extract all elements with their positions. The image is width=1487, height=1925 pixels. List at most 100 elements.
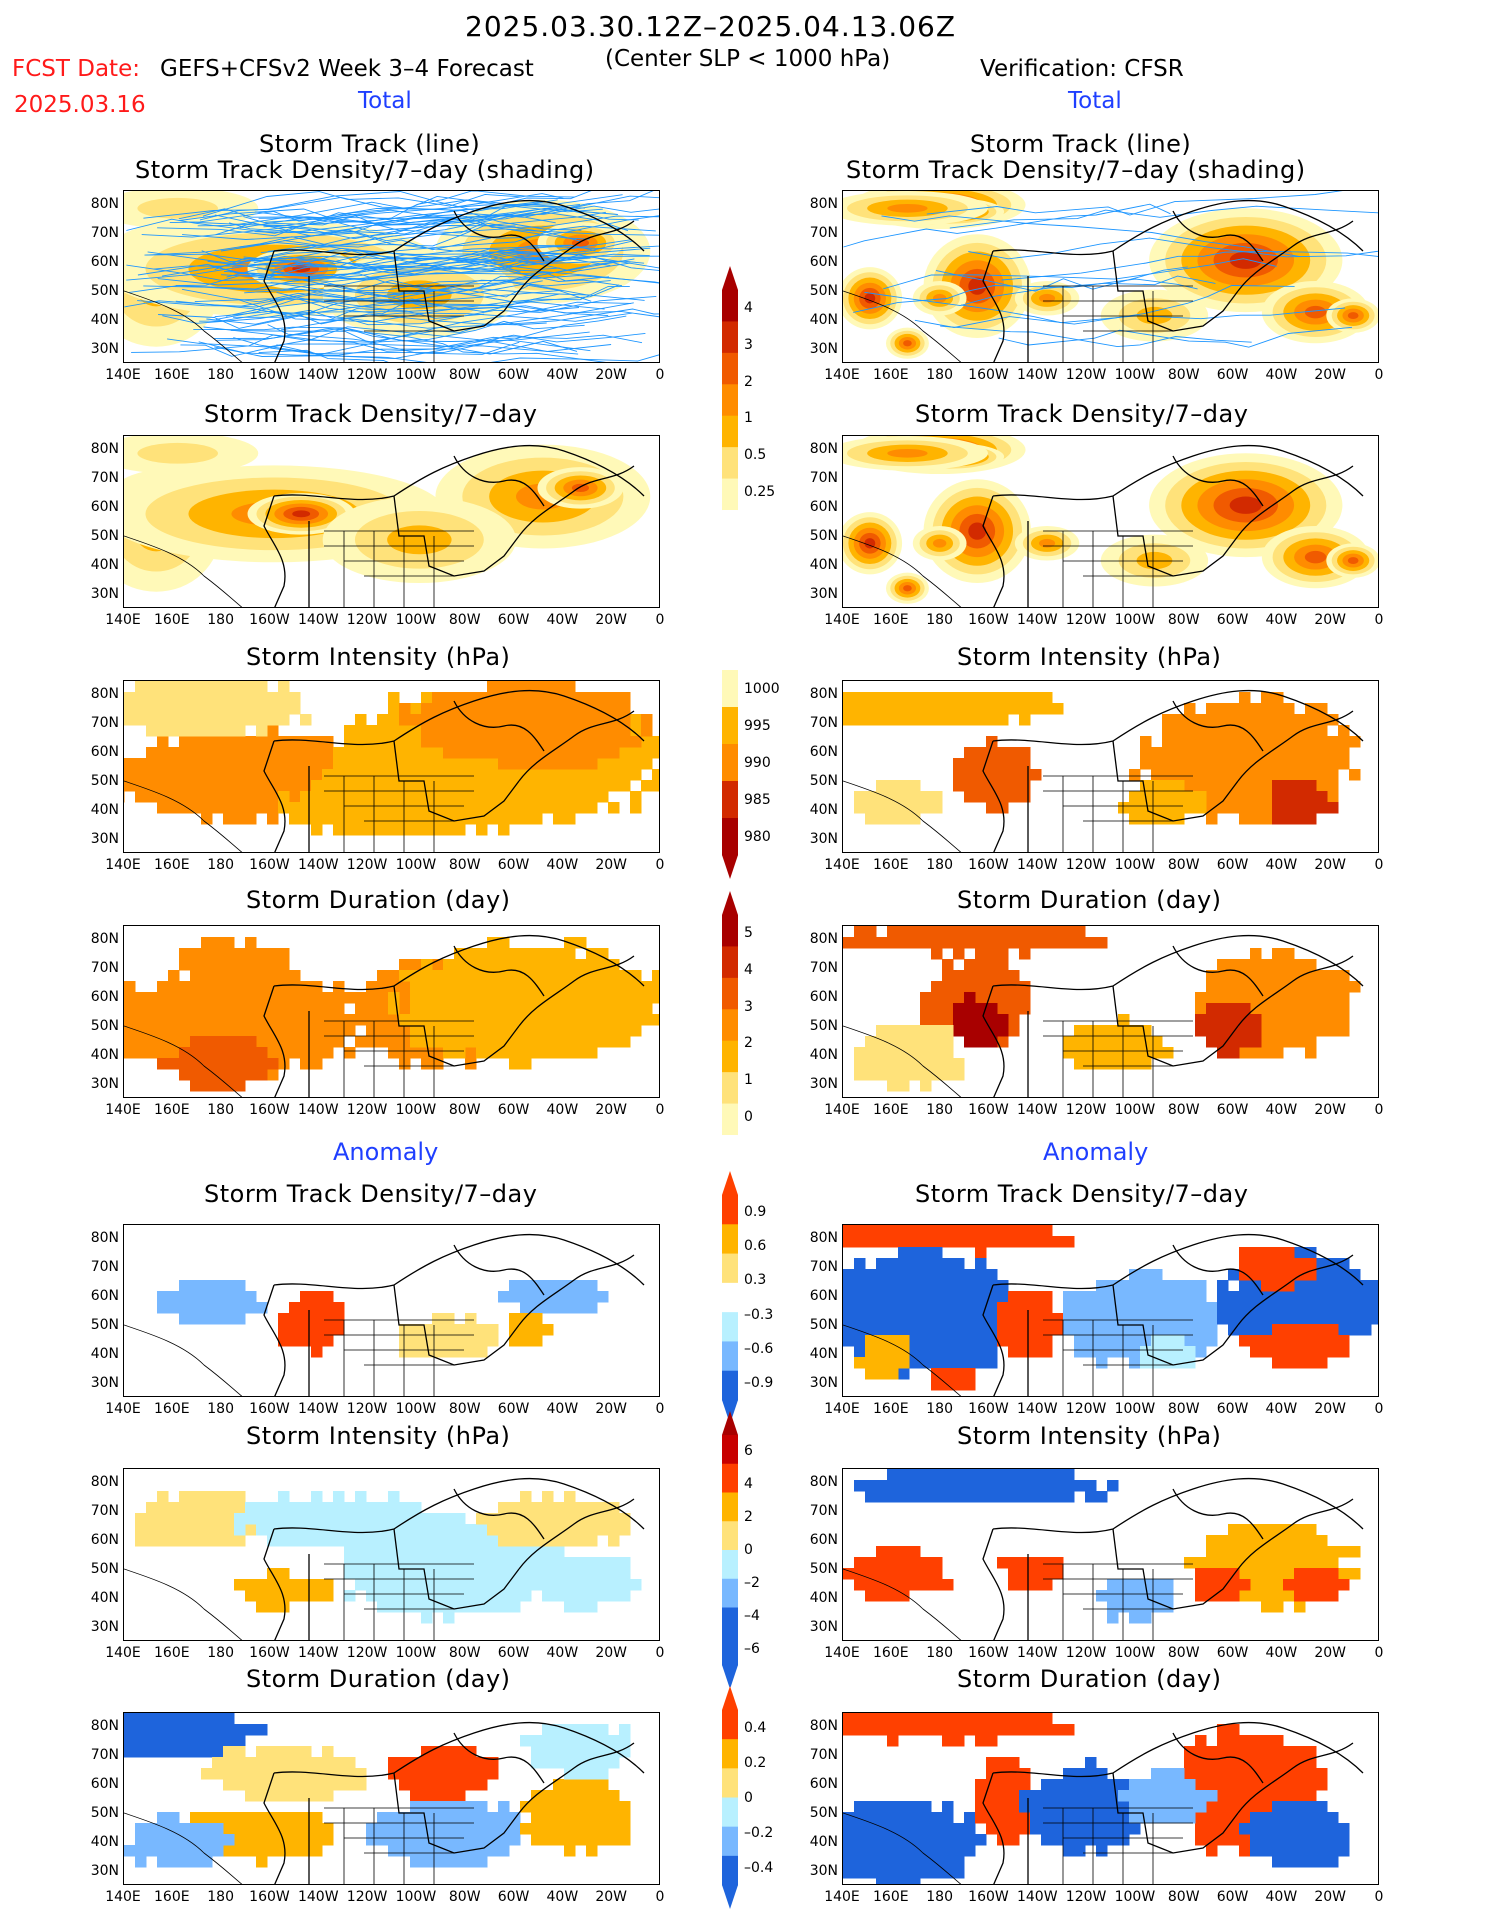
grid-cell xyxy=(898,1280,910,1292)
grid-cell xyxy=(1261,1014,1273,1026)
grid-cell xyxy=(212,1491,224,1503)
colorbar-segment xyxy=(722,1550,738,1580)
colorbar-segment xyxy=(722,1370,738,1401)
grid-cell xyxy=(267,959,279,971)
grid-cell xyxy=(564,1502,576,1514)
grid-cell xyxy=(344,802,356,814)
grid-cell xyxy=(1041,926,1053,938)
grid-cell xyxy=(421,1513,433,1525)
grid-cell xyxy=(1250,1823,1262,1835)
grid-cell xyxy=(953,1025,965,1037)
coast-line xyxy=(1062,531,1154,607)
grid-cell xyxy=(597,948,609,960)
grid-cell xyxy=(1008,1491,1020,1503)
grid-cell xyxy=(997,1834,1009,1846)
grid-cell xyxy=(1349,736,1361,748)
grid-cell xyxy=(586,1812,598,1824)
grid-cell xyxy=(876,1480,888,1492)
grid-cell xyxy=(843,1269,855,1281)
grid-cell xyxy=(1074,1779,1086,1791)
grid-cell xyxy=(344,736,356,748)
grid-cell xyxy=(465,948,477,960)
grid-cell xyxy=(256,1014,268,1026)
grid-cell xyxy=(854,1047,866,1059)
grid-cell xyxy=(454,736,466,748)
grid-cell xyxy=(575,802,587,814)
grid-cell xyxy=(256,769,268,781)
grid-cell xyxy=(465,1557,477,1569)
grid-cell xyxy=(608,780,620,792)
grid-cell xyxy=(876,813,888,825)
grid-cell xyxy=(1294,1302,1306,1314)
grid-cell xyxy=(300,1834,312,1846)
grid-cell xyxy=(509,948,521,960)
grid-cell xyxy=(1305,1280,1317,1292)
grid-cell xyxy=(1272,1590,1284,1602)
grid-cell xyxy=(300,1513,312,1525)
grid-cell xyxy=(1239,1302,1251,1314)
grid-cell xyxy=(1327,802,1339,814)
storm-track-line xyxy=(216,288,591,320)
grid-cell xyxy=(1063,1812,1075,1824)
grid-cell xyxy=(1338,1579,1350,1591)
grid-cell xyxy=(223,725,235,737)
grid-cell xyxy=(377,780,389,792)
grid-cell xyxy=(179,1058,191,1070)
grid-cell xyxy=(443,1823,455,1835)
grid-cell xyxy=(1151,1280,1163,1292)
grid-cell xyxy=(964,992,976,1004)
grid-cell xyxy=(311,824,323,836)
grid-cell xyxy=(1162,758,1174,770)
grid-cell xyxy=(1272,1856,1284,1868)
grid-cell xyxy=(355,780,367,792)
grid-cell xyxy=(865,1036,877,1048)
storm-track-line xyxy=(940,325,1252,348)
grid-cell xyxy=(542,948,554,960)
grid-cell xyxy=(1041,1291,1053,1303)
grid-cell xyxy=(1096,1845,1108,1857)
grid-cell xyxy=(498,1557,510,1569)
lat-tick-label: 40N xyxy=(90,802,119,818)
grid-cell xyxy=(212,937,224,949)
storm-track-line xyxy=(270,334,643,355)
grid-cell xyxy=(865,1346,877,1358)
grid-cell xyxy=(1041,1335,1053,1347)
grid-cell xyxy=(1283,758,1295,770)
grid-cell xyxy=(410,981,422,993)
grid-cell xyxy=(1294,981,1306,993)
grid-cell xyxy=(1129,1269,1141,1281)
grid-cell xyxy=(223,1313,235,1325)
grid-cell xyxy=(454,1812,466,1824)
grid-cell xyxy=(1272,1801,1284,1813)
grid-cell xyxy=(157,1834,169,1846)
lon-tick-label: 140W xyxy=(1016,612,1058,628)
grid-cell xyxy=(553,1291,565,1303)
grid-cell xyxy=(454,769,466,781)
grid-cell xyxy=(520,1579,532,1591)
grid-cell xyxy=(1316,1812,1328,1824)
grid-cell xyxy=(1294,1568,1306,1580)
lat-tick-label: 30N xyxy=(90,586,119,602)
grid-cell xyxy=(1228,1735,1240,1747)
grid-cell xyxy=(1096,937,1108,949)
grid-cell xyxy=(1041,1480,1053,1492)
grid-cell xyxy=(146,1735,158,1747)
grid-cell xyxy=(1217,1834,1229,1846)
grid-cell xyxy=(333,1757,345,1769)
grid-cell xyxy=(1316,1856,1328,1868)
grid-cell xyxy=(311,1491,323,1503)
grid-cell xyxy=(931,1324,943,1336)
grid-cell xyxy=(1228,1757,1240,1769)
grid-cell xyxy=(520,1502,532,1514)
grid-cell xyxy=(388,1590,400,1602)
grid-cell xyxy=(1217,1724,1229,1736)
grid-cell xyxy=(564,1557,576,1569)
coast-line xyxy=(393,1284,520,1366)
grid-cell xyxy=(1228,1313,1240,1325)
grid-cell xyxy=(179,703,191,715)
grid-cell xyxy=(234,1069,246,1081)
grid-cell xyxy=(190,1524,202,1536)
grid-cell xyxy=(476,692,488,704)
grid-cell xyxy=(399,1779,411,1791)
grid-cell xyxy=(1162,736,1174,748)
